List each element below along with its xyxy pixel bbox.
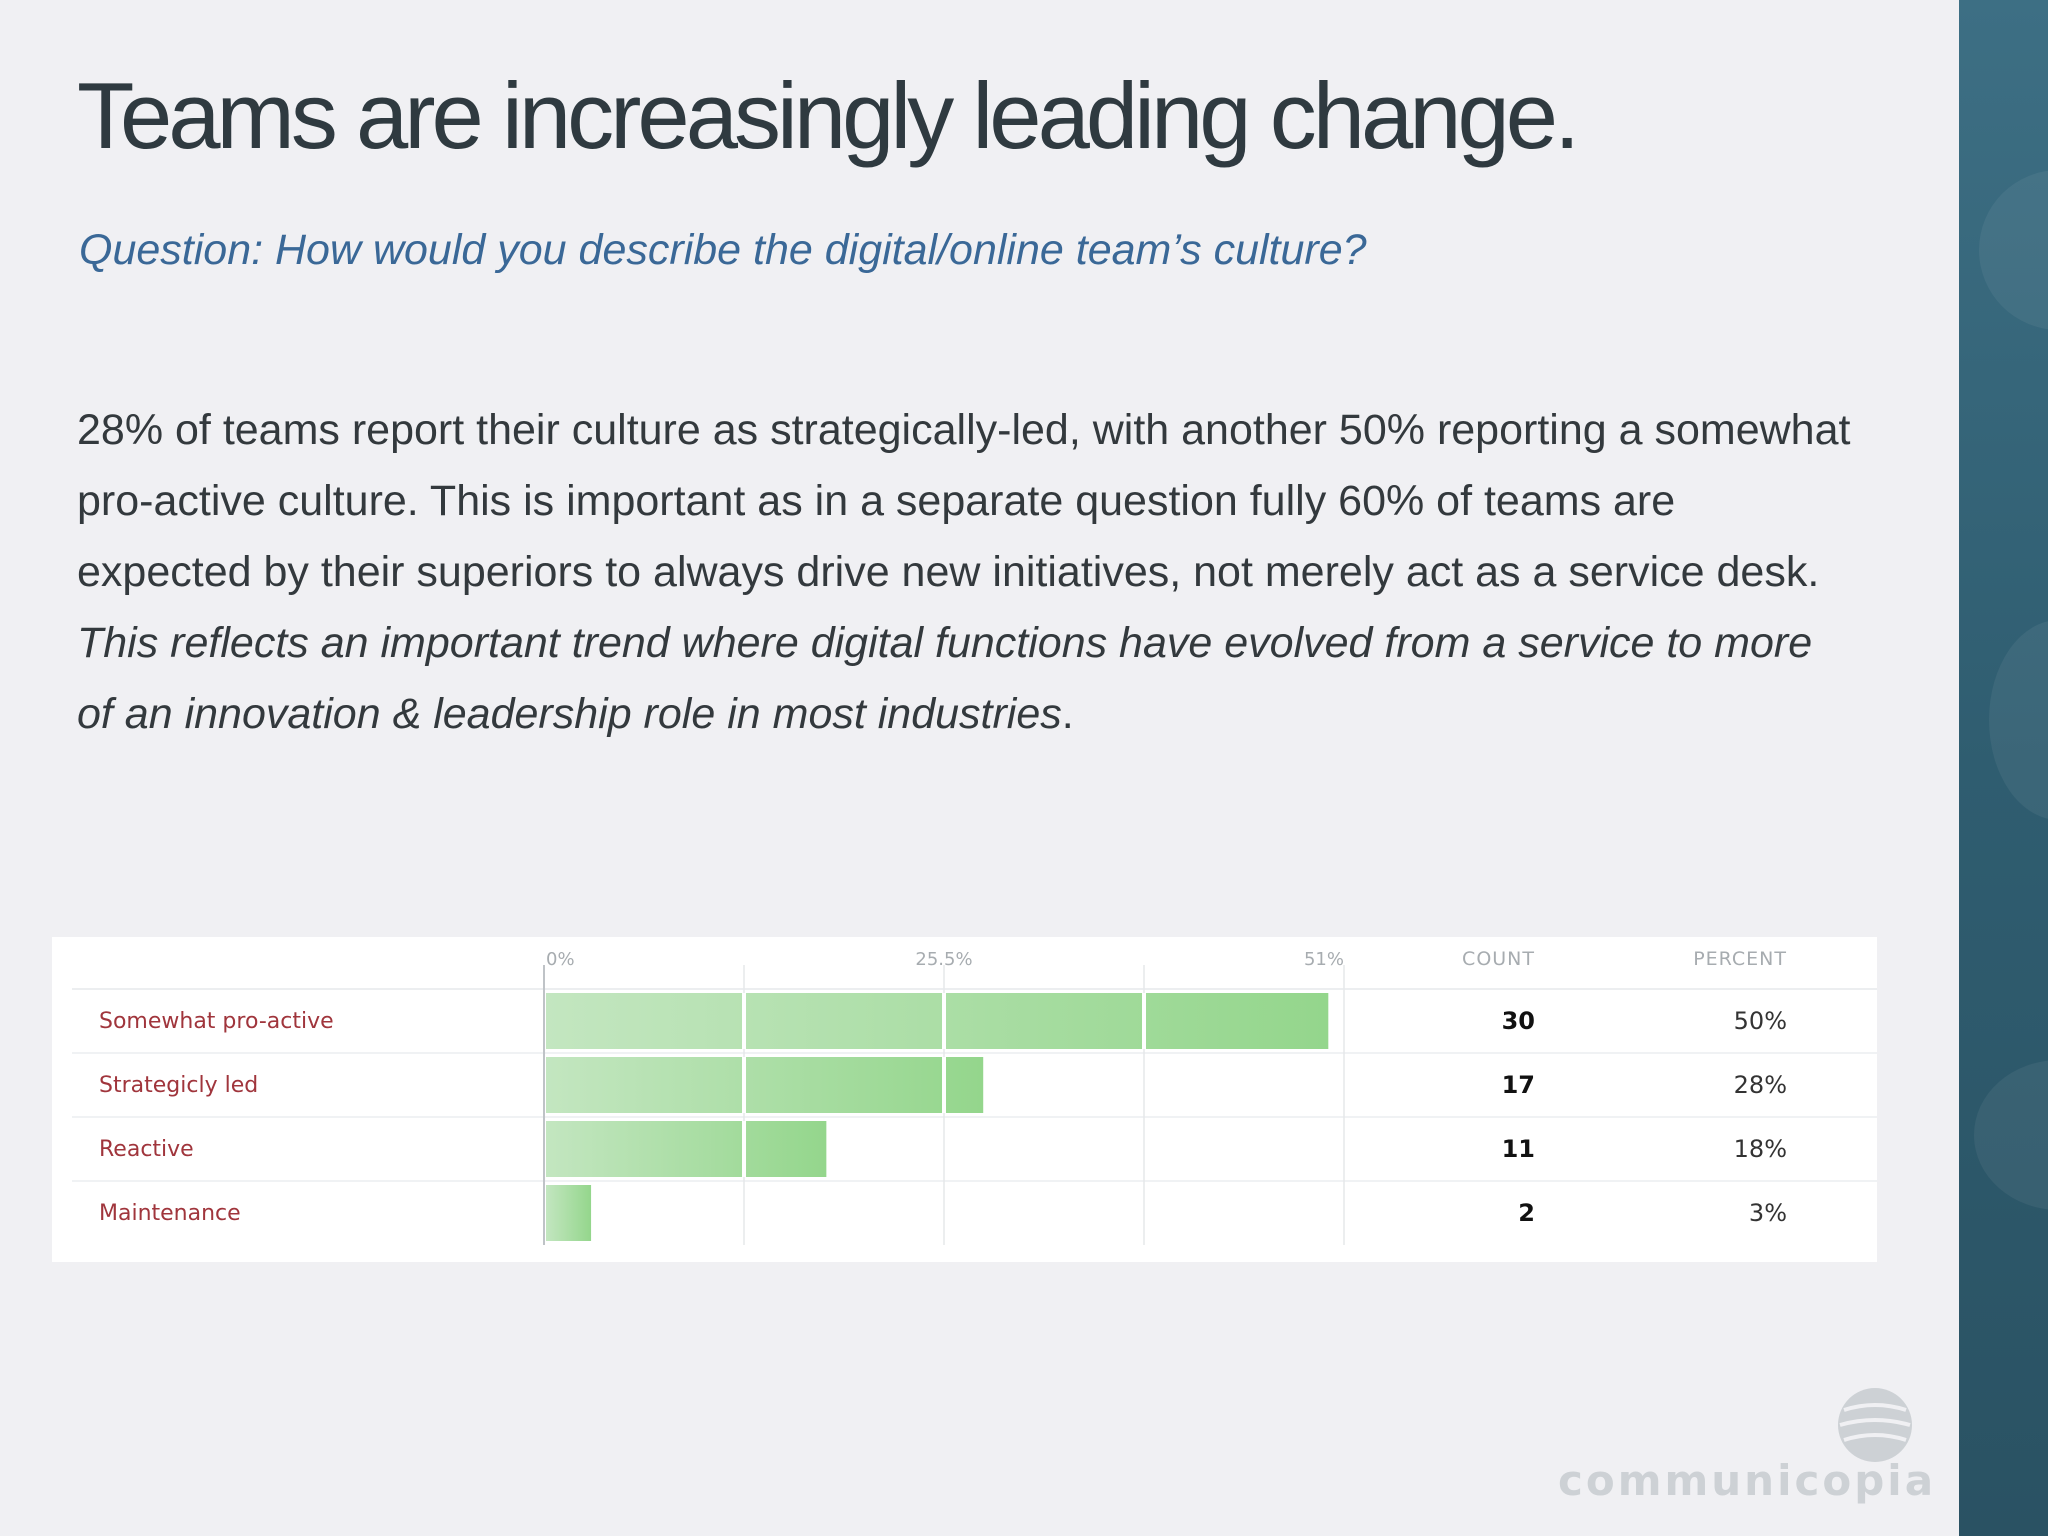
survey-results-chart: 0% 25.5% 51% COUNT PERCENT Somewhat pro-activ… — [52, 937, 1877, 1262]
bar-somewhat-pro-active — [546, 993, 1329, 1049]
body-plain-text: 28% of teams report their culture as str… — [77, 406, 1851, 596]
percent-value: 50% — [1734, 1007, 1787, 1035]
percent-column-header: PERCENT — [1693, 948, 1787, 970]
category-label: Strategicly led — [99, 1073, 258, 1098]
x-tick-label: 25.5% — [915, 949, 972, 970]
body-italic-text: This reflects an important trend where d… — [77, 619, 1813, 738]
percent-value: 28% — [1734, 1071, 1787, 1099]
count-value: 2 — [1518, 1199, 1535, 1227]
category-label: Reactive — [99, 1137, 194, 1162]
count-value: 17 — [1502, 1071, 1535, 1099]
communicopia-logo: communicopia — [1558, 1380, 1933, 1505]
bar-maintenance — [546, 1185, 592, 1241]
slide-title: Teams are increasingly leading change. — [77, 63, 1580, 168]
logo-globe-icon — [1838, 1388, 1912, 1462]
percent-value: 18% — [1734, 1135, 1787, 1163]
x-tick-label: 51% — [1304, 949, 1344, 970]
category-label: Maintenance — [99, 1201, 241, 1226]
logo-text: communicopia — [1558, 1456, 1937, 1505]
decorative-side-panel — [1959, 0, 2048, 1536]
bar-reactive — [546, 1121, 827, 1177]
category-label: Somewhat pro-active — [99, 1009, 334, 1034]
bar-chart-svg: 0% 25.5% 51% COUNT PERCENT Somewhat pro-activ… — [72, 948, 1877, 1245]
count-value: 11 — [1502, 1135, 1535, 1163]
bar-strategicly-led — [546, 1057, 984, 1113]
survey-question: Question: How would you describe the dig… — [79, 226, 1367, 274]
body-end-text: . — [1061, 690, 1074, 738]
x-tick-label: 0% — [546, 949, 575, 970]
count-column-header: COUNT — [1462, 948, 1535, 970]
body-paragraph: 28% of teams report their culture as str… — [77, 395, 1857, 750]
count-value: 30 — [1502, 1007, 1535, 1035]
percent-value: 3% — [1749, 1199, 1787, 1227]
